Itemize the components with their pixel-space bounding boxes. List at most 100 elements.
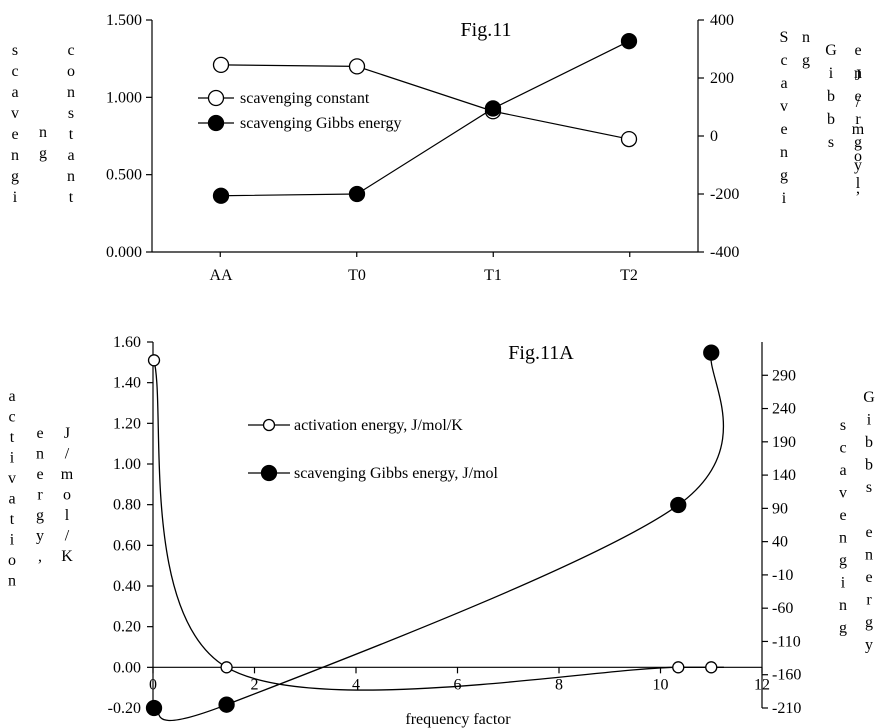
y-label-col-1c-char: c (67, 42, 74, 59)
y2-label-col-2a: scavenging (839, 417, 847, 637)
y2-tick-label-2: 40 (772, 534, 788, 551)
y2-tick-label-2: -110 (772, 633, 801, 650)
y-label-col-2b: energy, (36, 425, 44, 565)
y2-label-col-1a-char: e (780, 121, 787, 138)
data-point-2-0 (705, 661, 718, 674)
y2-label-col-2a-char: n (839, 597, 847, 614)
y2-label-col-2a-char: i (841, 575, 846, 592)
y2-label-col-1d-char: r (855, 111, 861, 128)
data-point-2-0 (672, 661, 685, 674)
y-tick-label-1: 1.500 (106, 12, 142, 29)
y2-label-col-1c-char: i (829, 65, 834, 82)
y2-label-col-1e-char: / (856, 94, 861, 111)
legend-label-1-0: scavenging constant (240, 90, 370, 107)
y2-label-col-2a-char: c (839, 440, 846, 457)
y-tick-label-2: 0.20 (113, 619, 141, 636)
y2-label-col-1a-char: n (780, 144, 788, 161)
x-category-label-1: T1 (484, 267, 502, 284)
y2-label-col-1a-char: S (780, 29, 789, 46)
y2-label-col-1a-char: v (780, 98, 788, 115)
y2-tick-label-2: 290 (772, 367, 796, 384)
y-label-col-1b: ng (39, 124, 47, 162)
y-tick-label-2: 1.60 (113, 334, 141, 351)
data-point-1-1 (212, 187, 230, 204)
x-category-label-1: T2 (620, 267, 638, 284)
x-tick-label-2: 4 (352, 676, 360, 693)
legend-marker-1-1 (207, 114, 225, 132)
y-label-col-2b-char: y (36, 528, 44, 545)
y2-label-col-2b-char: s (866, 479, 872, 496)
legend-label-1-1: scavenging Gibbs energy (240, 115, 401, 132)
y-label-col-2b-char: r (37, 487, 43, 504)
y2-label-col-2a-char: a (839, 462, 846, 479)
legend-marker-2-0 (262, 418, 276, 432)
y-label-col-2c-char: / (65, 446, 70, 463)
chart-title-2: Fig.11A (508, 342, 574, 364)
chart-title-1: Fig.11 (461, 19, 512, 41)
y2-label-col-2a-char: v (839, 485, 847, 502)
y2-tick-label-2: -210 (772, 700, 801, 717)
y-label-col-2c-char: o (63, 487, 71, 504)
y2-tick-label-1: -200 (710, 186, 739, 203)
y2-label-col-2b-char: g (865, 614, 873, 631)
y-label-col-2b-char: e (36, 466, 43, 483)
y-label-col-2a-char: t (10, 429, 15, 446)
y-tick-label-2: 0.00 (113, 659, 141, 676)
y2-tick-label-2: -10 (772, 567, 793, 584)
y-label-col-1c-char: n (67, 84, 75, 101)
y2-label-col-1b-char: g (802, 52, 810, 69)
y-label-col-1c-char: o (67, 63, 75, 80)
y2-label-col-2b-char: b (865, 434, 873, 451)
y-label-col-1a-char: g (11, 168, 19, 185)
y-label-col-2a-char: i (10, 532, 15, 549)
legend-label-2-0: activation energy, J/mol/K (294, 417, 463, 434)
x-tick-label-2: 2 (251, 676, 259, 693)
y2-label-col-1d-char: e (854, 42, 861, 59)
y-label-col-2b-char: n (36, 446, 44, 463)
y-label-col-2c-char: J (64, 425, 70, 442)
y-label-col-1a-char: n (11, 147, 19, 164)
y-tick-label-2: 0.40 (113, 578, 141, 595)
y2-tick-label-2: 90 (772, 500, 788, 517)
y2-label-col-2b-char: y (865, 637, 873, 654)
y2-label-col-2b-char: i (867, 412, 872, 429)
y2-tick-label-1: -400 (710, 244, 739, 261)
y-label-col-1a-char: c (11, 63, 18, 80)
y-label-col-2a: activation (8, 388, 16, 590)
y2-label-col-1a-char: a (780, 75, 787, 92)
y-label-col-1c: constant (67, 42, 75, 206)
y2-label-col-1c-char: b (827, 88, 835, 105)
y2-tick-label-2: 240 (772, 401, 796, 418)
y2-label-col-1a-char: g (780, 167, 788, 184)
y2-label-col-1a-char: i (782, 190, 787, 207)
y-label-col-2c-char: / (65, 528, 70, 545)
y-label-col-2c-char: m (61, 466, 74, 483)
y2-label-col-2a-char: n (839, 530, 847, 547)
y2-label-col-1d: energy, (854, 42, 862, 197)
y-tick-label-1: 0.000 (106, 244, 142, 261)
y2-label-col-1d-char: , (856, 180, 860, 197)
y2-label-col-2b-char: e (865, 569, 872, 586)
series-line-2-1 (153, 352, 725, 722)
y2-label-col-1e-char: m (852, 121, 865, 138)
y-tick-label-2: 0.60 (113, 537, 141, 554)
data-point-2-1 (670, 496, 687, 514)
y-label-col-1b-char: g (39, 145, 47, 162)
legend-label-2-1: scavenging Gibbs energy, J/mol (294, 465, 499, 482)
y2-tick-label-1: 400 (710, 12, 734, 29)
y2-label-col-1d-char: n (854, 65, 862, 82)
y2-tick-label-2: 190 (772, 434, 796, 451)
y2-label-col-1d-char: e (854, 88, 861, 105)
y2-label-col-2b-char: e (865, 524, 872, 541)
y-label-col-2a-char: v (8, 470, 16, 487)
y-label-col-1a-char: i (13, 189, 18, 206)
y-label-col-2c-char: K (61, 548, 73, 565)
y2-label-col-2a-char: s (840, 417, 846, 434)
y2-label-col-1c: Gibbs (825, 42, 837, 151)
y-tick-label-2: 1.20 (113, 415, 141, 432)
y2-label-col-1c-char: s (828, 134, 834, 151)
y-label-col-1c-char: t (69, 189, 74, 206)
y2-tick-label-2: -160 (772, 667, 801, 684)
y2-label-col-1e-char: o (854, 148, 862, 165)
